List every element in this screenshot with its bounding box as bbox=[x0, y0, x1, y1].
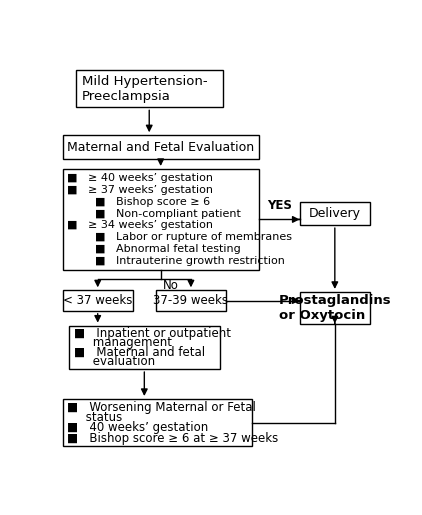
Text: ■   Worsening Maternal or Fetal: ■ Worsening Maternal or Fetal bbox=[68, 401, 256, 414]
Text: YES: YES bbox=[267, 199, 292, 212]
Text: ■   Maternal and fetal: ■ Maternal and fetal bbox=[74, 346, 205, 358]
FancyBboxPatch shape bbox=[62, 169, 259, 270]
Text: management: management bbox=[74, 336, 172, 349]
Text: ■   ≥ 37 weeks’ gestation: ■ ≥ 37 weeks’ gestation bbox=[68, 185, 214, 195]
Text: ■   Non-compliant patient: ■ Non-compliant patient bbox=[68, 209, 241, 218]
Text: Mild Hypertension-
Preeclampsia: Mild Hypertension- Preeclampsia bbox=[81, 75, 207, 102]
Text: evaluation: evaluation bbox=[74, 355, 155, 368]
FancyBboxPatch shape bbox=[69, 325, 219, 369]
Text: ■   Intrauterine growth restriction: ■ Intrauterine growth restriction bbox=[68, 256, 285, 266]
Text: ■   ≥ 34 weeks’ gestation: ■ ≥ 34 weeks’ gestation bbox=[68, 220, 214, 230]
Text: status: status bbox=[68, 411, 123, 424]
Text: ■   Bishop score ≥ 6: ■ Bishop score ≥ 6 bbox=[68, 197, 211, 207]
Text: ■   Abnormal fetal testing: ■ Abnormal fetal testing bbox=[68, 244, 241, 254]
Text: No: No bbox=[162, 279, 179, 291]
Text: < 37 weeks: < 37 weeks bbox=[63, 294, 133, 307]
Text: ■   40 weeks’ gestation: ■ 40 weeks’ gestation bbox=[68, 421, 209, 434]
FancyBboxPatch shape bbox=[62, 399, 252, 447]
Text: ■   Labor or rupture of membranes: ■ Labor or rupture of membranes bbox=[68, 232, 292, 242]
FancyBboxPatch shape bbox=[62, 290, 133, 311]
FancyBboxPatch shape bbox=[76, 70, 223, 108]
Text: ■   ≥ 40 weeks’ gestation: ■ ≥ 40 weeks’ gestation bbox=[68, 173, 214, 183]
FancyBboxPatch shape bbox=[156, 290, 226, 311]
Text: Prostaglandins
or Oxytocin: Prostaglandins or Oxytocin bbox=[279, 294, 391, 322]
Text: Maternal and Fetal Evaluation: Maternal and Fetal Evaluation bbox=[67, 141, 254, 153]
FancyBboxPatch shape bbox=[62, 135, 259, 159]
Text: Delivery: Delivery bbox=[309, 207, 361, 220]
Text: ■   Inpatient or outpatient: ■ Inpatient or outpatient bbox=[74, 327, 231, 340]
Text: ■   Bishop score ≥ 6 at ≥ 37 weeks: ■ Bishop score ≥ 6 at ≥ 37 weeks bbox=[68, 432, 279, 444]
FancyBboxPatch shape bbox=[300, 202, 370, 225]
FancyBboxPatch shape bbox=[300, 292, 370, 323]
Text: 37-39 weeks: 37-39 weeks bbox=[154, 294, 228, 307]
